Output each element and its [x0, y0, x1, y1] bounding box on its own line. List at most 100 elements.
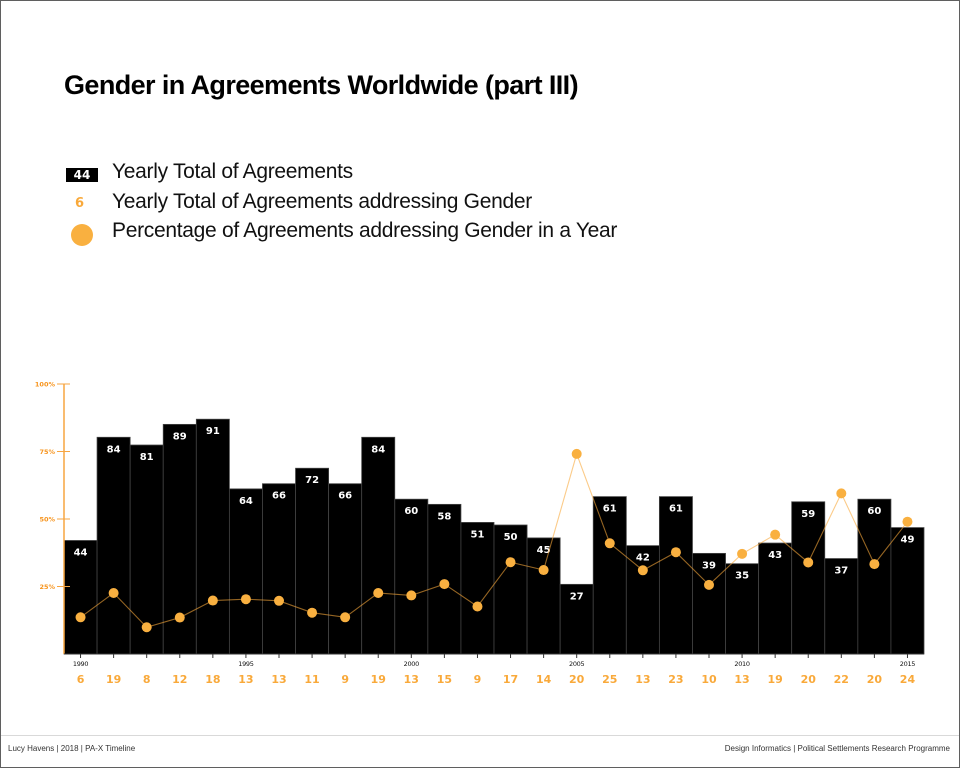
- bar: [692, 552, 726, 655]
- percent-point: [207, 595, 218, 606]
- gender-count-label: 18: [205, 673, 220, 686]
- gender-count-label: 10: [701, 673, 717, 686]
- legend-item-gender: 6 Yearly Total of Agreements addressing …: [64, 190, 704, 218]
- percent-point: [174, 612, 185, 623]
- bar-value-label: 45: [537, 545, 551, 556]
- gender-count-label: 15: [437, 673, 452, 686]
- gender-count-label: 19: [106, 673, 121, 686]
- bar: [592, 496, 627, 655]
- percent-point: [737, 548, 748, 559]
- percent-point: [373, 587, 384, 598]
- percent-line: [80, 452, 908, 628]
- percent-point: [340, 612, 351, 623]
- percent-point: [637, 565, 648, 576]
- gender-count-label: 13: [404, 673, 419, 686]
- bar-value-label: 44: [74, 547, 88, 558]
- bar: [262, 483, 296, 655]
- bar: [658, 496, 693, 655]
- percent-point: [240, 594, 251, 605]
- gender-count-label: 20: [867, 673, 883, 686]
- gender-count-label: 11: [304, 673, 319, 686]
- percent-point: [307, 607, 318, 618]
- percent-point: [505, 557, 516, 568]
- legend-item-total: 44 Yearly Total of Agreements: [64, 160, 704, 188]
- gender-count-label: 6: [77, 673, 85, 686]
- percent-point: [803, 557, 814, 568]
- bar: [228, 488, 263, 655]
- gender-count-label: 13: [238, 673, 253, 686]
- percent-point: [472, 601, 483, 612]
- bar-value-label: 66: [338, 491, 352, 502]
- x-axis-year-label: 2005: [569, 660, 585, 668]
- bar-value-label: 66: [272, 491, 286, 502]
- bar-value-label: 27: [570, 591, 584, 602]
- bar-value-label: 60: [404, 506, 418, 517]
- bar: [890, 527, 925, 655]
- percent-point: [108, 587, 119, 598]
- bars-layer: [63, 418, 925, 655]
- bar-value-label: 49: [901, 535, 915, 546]
- gender-count-label: 9: [474, 673, 482, 686]
- legend-label-total: Yearly Total of Agreements: [112, 160, 353, 183]
- bar-value-label: 84: [371, 444, 385, 455]
- gender-count-label: 9: [341, 673, 349, 686]
- percent-point: [439, 579, 450, 590]
- bar-value-label: 84: [107, 444, 121, 455]
- bar: [328, 483, 363, 655]
- gender-count-label: 12: [172, 673, 187, 686]
- x-axis-year-label: 2010: [734, 660, 750, 668]
- percent-point: [538, 565, 549, 576]
- bar: [559, 583, 594, 655]
- percent-point: [274, 595, 284, 606]
- gender-count-label: 8: [143, 673, 151, 686]
- percent-axis-label: 75%: [39, 448, 55, 456]
- gender-count-label: 13: [271, 673, 286, 686]
- percent-point: [406, 590, 417, 601]
- gender-count-label: 19: [371, 673, 386, 686]
- gender-count-label: 24: [900, 673, 916, 686]
- bar: [857, 498, 892, 655]
- gender-count-label: 13: [635, 673, 650, 686]
- gender-count-label: 14: [536, 673, 552, 686]
- bar: [361, 436, 396, 655]
- bar-value-label: 39: [702, 560, 716, 571]
- bar-value-label: 58: [437, 511, 451, 522]
- legend-bar-swatch: 44: [66, 168, 98, 182]
- percent-point: [704, 579, 714, 590]
- legend-count-swatch: 6: [75, 196, 85, 211]
- gender-count-label: 17: [503, 673, 518, 686]
- bar: [824, 558, 859, 655]
- percent-point: [571, 448, 582, 459]
- gender-count-label: 13: [734, 673, 749, 686]
- bar-value-label: 59: [801, 509, 815, 520]
- bar-value-label: 61: [669, 504, 683, 515]
- bar-value-label: 42: [636, 553, 650, 564]
- bar: [295, 467, 330, 655]
- x-axis-year-label: 2015: [900, 660, 916, 668]
- legend-dot-icon: [71, 224, 93, 246]
- bar-value-label: 60: [867, 506, 881, 517]
- x-axis-layer: 1990 6 19 8 12 18 1995 13 13 11 9 19 2000 13 15 9 17 14 20…: [64, 653, 924, 686]
- gender-count-label: 20: [569, 673, 585, 686]
- percent-axis-label: 25%: [39, 583, 55, 591]
- percent-point: [141, 622, 152, 633]
- gender-count-label: 25: [602, 673, 617, 686]
- gender-count-label: 20: [801, 673, 817, 686]
- page-title: Gender in Agreements Worldwide (part III…: [64, 70, 579, 100]
- bar-value-label: 43: [768, 550, 782, 561]
- percent-point: [902, 516, 913, 527]
- legend-item-percent: Percentage of Agreements addressing Gend…: [64, 219, 704, 247]
- percent-axis-label: 50%: [39, 516, 55, 524]
- bar: [195, 418, 230, 655]
- bar-labels-layer: 44 84 81 89 91 64 66 72 66 84 60 58 51 50 45 27 61 42 61 39…: [74, 426, 915, 602]
- bar: [725, 563, 760, 655]
- bar-value-label: 64: [239, 496, 253, 507]
- percent-line-layer: [75, 448, 913, 633]
- bar-value-label: 50: [504, 532, 518, 543]
- percent-point: [836, 488, 847, 499]
- bar: [394, 498, 429, 655]
- bar-value-label: 35: [735, 571, 749, 582]
- percent-point: [869, 559, 880, 570]
- percent-point: [604, 538, 615, 549]
